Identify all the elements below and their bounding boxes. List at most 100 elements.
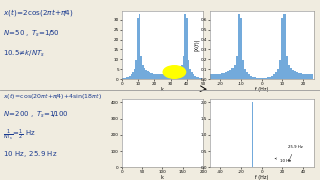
Bar — [134, 69, 135, 79]
Bar — [127, 76, 129, 79]
Bar — [131, 74, 132, 79]
Bar — [288, 65, 290, 79]
Text: 10 Hz: 10 Hz — [275, 158, 292, 163]
Bar — [281, 18, 284, 79]
Bar — [135, 60, 137, 79]
Bar — [223, 73, 225, 79]
Bar — [184, 14, 186, 79]
Bar — [197, 77, 199, 79]
Bar — [155, 74, 157, 79]
Bar — [227, 71, 229, 79]
Bar — [162, 74, 163, 79]
Bar — [231, 68, 234, 79]
Bar — [250, 76, 252, 79]
Bar — [186, 18, 188, 79]
Y-axis label: |X(f)|: |X(f)| — [193, 39, 199, 51]
Bar — [142, 65, 144, 79]
Bar — [240, 18, 242, 79]
Bar — [176, 71, 178, 79]
Bar — [124, 78, 126, 79]
Bar — [132, 72, 134, 79]
Bar — [213, 74, 215, 79]
Bar — [290, 68, 292, 79]
Bar — [269, 76, 271, 79]
Bar — [242, 60, 244, 79]
Bar — [196, 76, 197, 79]
Bar — [236, 56, 238, 79]
Bar — [273, 74, 275, 79]
Bar — [126, 77, 127, 79]
Bar — [219, 74, 221, 79]
Bar — [260, 78, 263, 79]
Bar — [148, 72, 150, 79]
Bar — [163, 74, 165, 79]
Bar — [215, 74, 217, 79]
Bar — [244, 69, 246, 79]
Bar — [170, 74, 172, 79]
Bar — [256, 78, 259, 79]
Bar — [175, 72, 176, 79]
Bar — [275, 72, 277, 79]
Bar — [166, 74, 168, 79]
Bar — [144, 68, 145, 79]
Bar — [277, 69, 279, 79]
Bar — [259, 78, 260, 79]
Bar — [153, 74, 155, 79]
Bar — [201, 78, 202, 79]
Bar — [310, 74, 313, 79]
Bar — [191, 72, 193, 79]
Bar — [225, 72, 227, 79]
Bar — [194, 76, 196, 79]
X-axis label: f (Hz): f (Hz) — [255, 87, 268, 92]
Bar — [188, 60, 189, 79]
Bar — [160, 74, 162, 79]
Text: $x(t)\!=\!2\cos(2\pi t\!+\!\pi\!/\!4)$: $x(t)\!=\!2\cos(2\pi t\!+\!\pi\!/\!4)$ — [3, 7, 74, 18]
Bar — [304, 74, 306, 79]
Bar — [265, 78, 267, 79]
Bar — [217, 74, 219, 79]
X-axis label: k: k — [161, 87, 164, 92]
Bar — [296, 72, 298, 79]
Bar — [298, 73, 300, 79]
Bar — [183, 56, 184, 79]
Bar — [284, 14, 285, 79]
Bar — [267, 77, 269, 79]
Text: $10\ \mathrm{Hz},\ 25.9\ \mathrm{Hz}$: $10\ \mathrm{Hz},\ 25.9\ \mathrm{Hz}$ — [3, 149, 58, 159]
Bar — [145, 70, 147, 79]
Bar — [193, 74, 194, 79]
Bar — [238, 14, 240, 79]
Bar — [209, 74, 211, 79]
Bar — [168, 74, 170, 79]
Bar — [294, 71, 296, 79]
Bar — [139, 14, 140, 79]
Text: $x(t)\!=\!\cos(20\pi t\!+\!\pi\!/\!4)\!+\!4\sin(18\pi t)$: $x(t)\!=\!\cos(20\pi t\!+\!\pi\!/\!4)\!+… — [3, 92, 102, 101]
Bar — [229, 70, 231, 79]
Bar — [300, 73, 302, 79]
Bar — [248, 74, 250, 79]
Bar — [302, 74, 304, 79]
Bar — [221, 73, 223, 79]
Bar — [158, 74, 160, 79]
Bar — [178, 70, 180, 79]
Bar — [123, 78, 124, 79]
Bar — [180, 68, 181, 79]
Bar — [234, 65, 236, 79]
Bar — [254, 77, 256, 79]
Bar — [251, 151, 252, 167]
Bar — [189, 69, 191, 79]
Bar — [211, 74, 213, 79]
Bar — [263, 78, 265, 79]
Text: $N\!=\!50\ ,\ T_s\!=\!1\!/\!50$: $N\!=\!50\ ,\ T_s\!=\!1\!/\!50$ — [3, 29, 60, 39]
Text: $N\!=\!200\ ,\ T_s\!=\!1\!/\!100$: $N\!=\!200\ ,\ T_s\!=\!1\!/\!100$ — [3, 110, 69, 120]
Bar — [121, 78, 123, 79]
Bar — [152, 73, 153, 79]
Text: $10.5\!\neq\! k/NT_s$: $10.5\!\neq\! k/NT_s$ — [3, 49, 45, 59]
Text: 25.9 Hz: 25.9 Hz — [288, 145, 302, 161]
Bar — [285, 56, 288, 79]
Bar — [292, 70, 294, 79]
Bar — [137, 18, 139, 79]
Bar — [181, 65, 183, 79]
Bar — [129, 76, 131, 79]
Bar — [199, 78, 201, 79]
Bar — [246, 72, 248, 79]
